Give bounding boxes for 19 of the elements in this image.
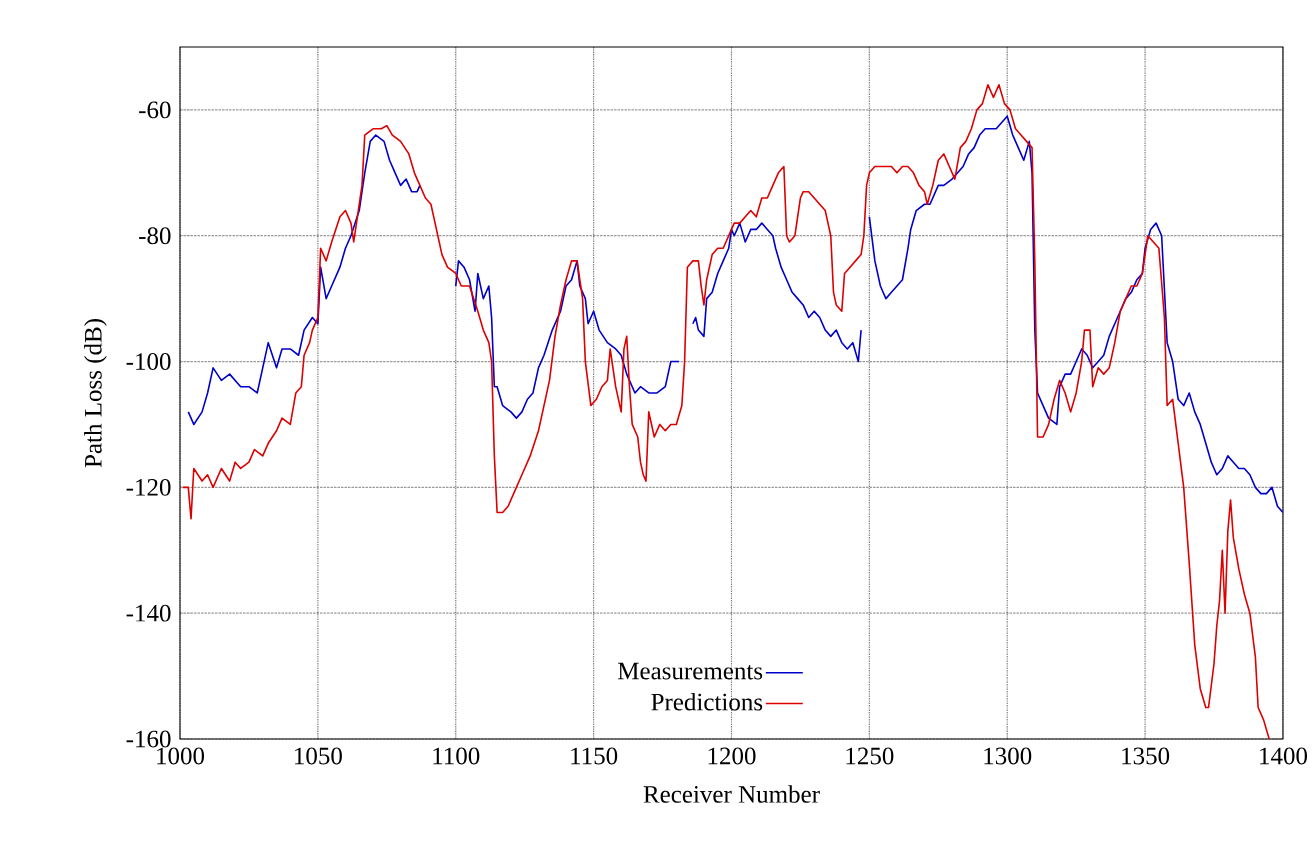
legend-label: Predictions bbox=[651, 692, 763, 711]
x-tick-label: 1100 bbox=[433, 747, 480, 765]
x-axis-title: Receiver Number bbox=[643, 785, 820, 803]
y-tick-label: -140 bbox=[126, 604, 171, 622]
x-tick-label: 1050 bbox=[295, 747, 342, 765]
x-tick-label: 1300 bbox=[984, 747, 1032, 765]
y-tick-label: -100 bbox=[126, 353, 171, 370]
y-axis-title: Path Loss (dB) bbox=[84, 319, 107, 468]
x-tick-label: 1200 bbox=[708, 747, 756, 765]
y-tick-label: -160 bbox=[126, 730, 171, 748]
x-tick-label: 1400 bbox=[1260, 747, 1308, 765]
legend-label: Measurements bbox=[618, 662, 763, 680]
x-tick-label: 1000 bbox=[157, 747, 205, 765]
y-tick-label: -80 bbox=[139, 227, 171, 245]
x-tick-label: 1250 bbox=[846, 747, 894, 765]
y-tick-label: -120 bbox=[126, 478, 171, 496]
x-tick-label: 1150 bbox=[571, 747, 618, 765]
y-tick-label: -60 bbox=[139, 101, 171, 119]
x-tick-label: 1350 bbox=[1122, 747, 1170, 765]
